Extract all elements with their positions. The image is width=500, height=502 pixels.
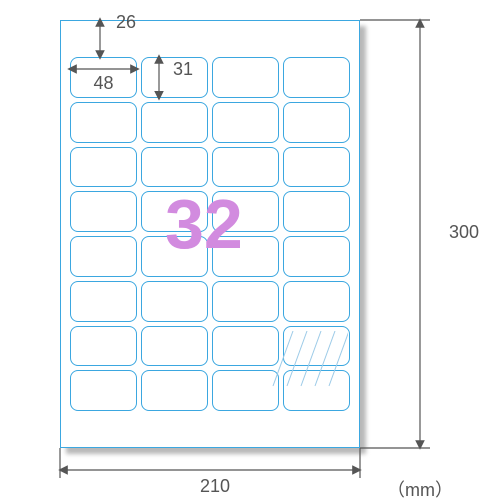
label-cell xyxy=(141,281,208,322)
dim-sheet-height: 300 xyxy=(434,222,494,243)
label-cell xyxy=(283,57,350,98)
label-cell xyxy=(212,147,279,188)
label-cell xyxy=(70,370,137,411)
label-cell xyxy=(141,191,208,232)
label-cell xyxy=(212,102,279,143)
label-cell xyxy=(70,326,137,367)
label-cell xyxy=(283,102,350,143)
label-grid xyxy=(70,57,350,411)
label-cell xyxy=(283,281,350,322)
label-cell xyxy=(70,191,137,232)
label-cell xyxy=(212,281,279,322)
dim-unit: （mm） xyxy=(380,476,460,502)
label-cell xyxy=(212,236,279,277)
label-cell xyxy=(70,147,137,188)
label-cell xyxy=(212,57,279,98)
label-cell xyxy=(283,191,350,232)
label-cell xyxy=(212,370,279,411)
label-cell xyxy=(212,191,279,232)
dim-cell-height: 31 xyxy=(163,59,203,80)
label-cell xyxy=(283,326,350,367)
label-cell xyxy=(212,326,279,367)
label-cell xyxy=(141,370,208,411)
dim-sheet-width: 210 xyxy=(185,476,245,497)
label-cell xyxy=(141,147,208,188)
label-cell xyxy=(70,102,137,143)
label-cell xyxy=(283,236,350,277)
label-cell xyxy=(70,281,137,322)
label-cell xyxy=(141,236,208,277)
dim-top-margin: 26 xyxy=(106,12,146,33)
dim-cell-width: 48 xyxy=(76,73,131,94)
label-cell xyxy=(141,102,208,143)
label-cell xyxy=(283,147,350,188)
label-cell xyxy=(141,326,208,367)
label-cell xyxy=(70,236,137,277)
label-cell xyxy=(283,370,350,411)
